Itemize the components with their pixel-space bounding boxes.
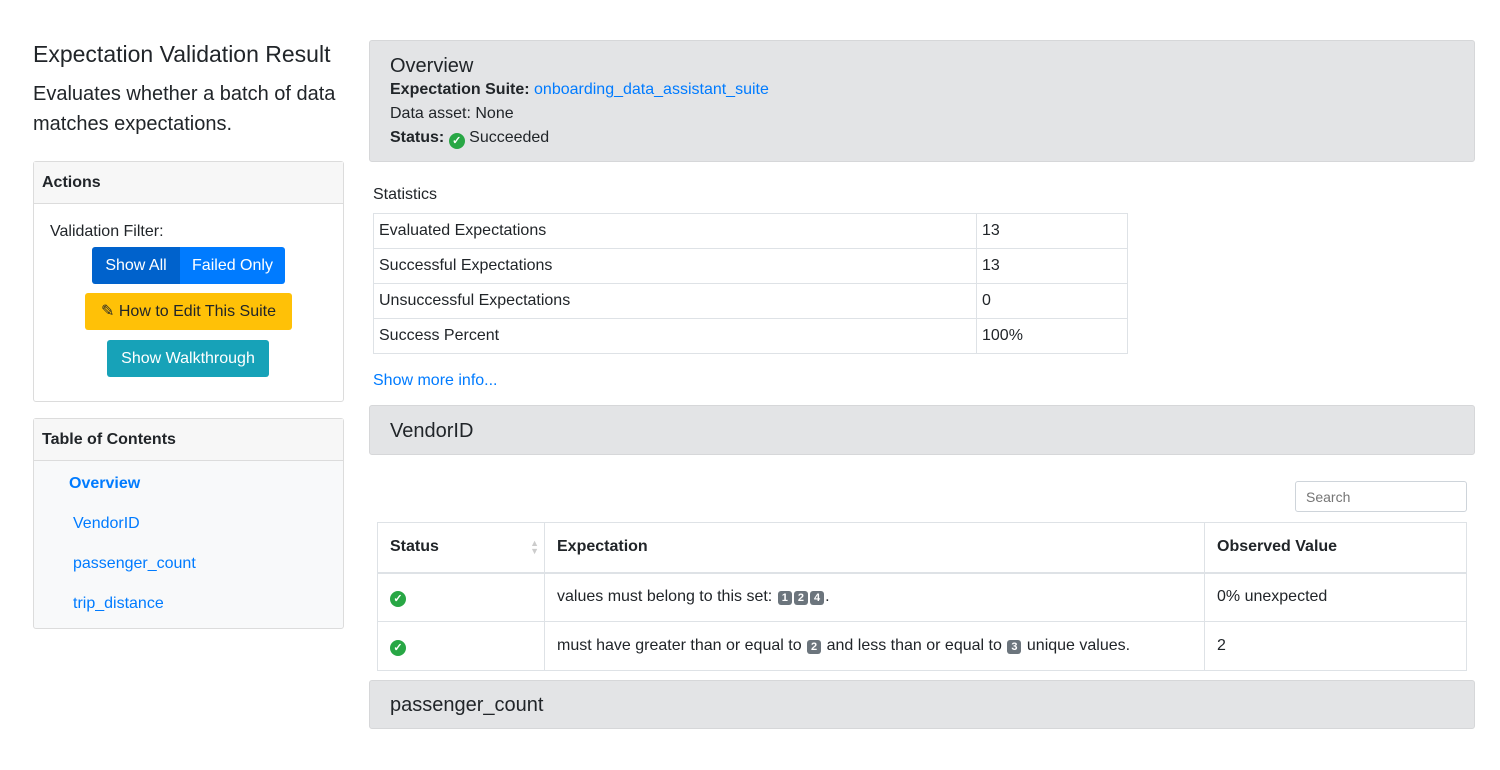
validation-filter-label: Validation Filter: [50,223,164,240]
toc-item-vendorid[interactable]: VendorID [73,515,140,532]
stat-value: 0 [976,283,1128,319]
check-circle-icon: ✓ [448,133,465,149]
stat-value: 13 [976,248,1128,284]
toc-item-trip-distance[interactable]: trip_distance [73,595,164,612]
show-more-info-link[interactable]: Show more info... [373,372,498,389]
section-title: passenger_count [390,694,544,716]
stat-value: 100% [976,318,1128,354]
stat-label: Success Percent [373,318,977,354]
header-label: Status [390,538,439,556]
show-all-button[interactable]: Show All [92,247,180,284]
status-column-header[interactable]: Status ▲ ▼ [377,522,545,574]
value-badge: 2 [807,640,822,654]
expectations-table: Status ▲ ▼ Expectation Observed Value ✓ va… [377,522,1467,671]
edit-icon: ✎ [101,303,119,320]
statistics-title: Statistics [373,186,438,203]
table-row: Evaluated Expectations 13 [373,213,1128,249]
toc-item-passenger-count[interactable]: passenger_count [73,555,196,572]
value-badge: 4 [809,591,825,606]
edit-suite-label: How to Edit This Suite [118,303,276,320]
failed-only-button[interactable]: Failed Only [180,247,285,284]
toc-card: Table of Contents Overview VendorID pass… [33,418,344,629]
suite-link[interactable]: onboarding_data_assistant_suite [534,81,769,98]
observed-value-column-header: Observed Value [1204,522,1467,574]
section-header-passenger-count: passenger_count [369,680,1475,729]
stat-label: Successful Expectations [373,248,977,284]
expectation-column-header: Expectation [544,522,1205,574]
check-circle-icon: ✓ [390,591,406,608]
observed-value: 2 [1204,621,1467,671]
page-title: Expectation Validation Result [33,41,331,67]
how-to-edit-suite-button[interactable]: ✎ How to Edit This Suite [85,293,292,330]
status-label: Status: [390,129,445,146]
stat-value: 13 [976,213,1128,249]
statistics-table: Evaluated Expectations 13 Successful Expe… [373,213,1128,354]
actions-header: Actions [34,162,343,204]
overview-title: Overview [390,55,474,77]
value-badge: 3 [1007,640,1022,654]
table-row: Unsuccessful Expectations 0 [373,283,1128,319]
expectation-text: must have greater than or equal to 2 and… [544,621,1205,671]
toc-item-overview[interactable]: Overview [69,475,141,492]
check-circle-icon: ✓ [390,640,406,656]
page-description: Evaluates whether a batch of data matche… [33,83,336,135]
table-row: Success Percent 100% [373,318,1128,354]
stat-label: Evaluated Expectations [373,213,977,249]
table-row: Successful Expectations 13 [373,248,1128,284]
sort-icon[interactable]: ▲ ▼ [530,538,539,556]
value-badge: 2 [793,591,808,606]
data-asset: Data asset: None [390,105,514,122]
stat-label: Unsuccessful Expectations [373,283,977,319]
overview-panel: Overview Expectation Suite: onboarding_d… [369,40,1475,162]
actions-card: Actions Validation Filter: Show All Fail… [33,161,344,402]
section-title: VendorID [390,420,474,442]
section-header-vendorid: VendorID [369,405,1475,455]
table-row: ✓ must have greater than or equal to 2 a… [377,621,1467,671]
value-badge: 1 [777,591,792,606]
suite-label: Expectation Suite: [390,81,530,98]
show-walkthrough-button[interactable]: Show Walkthrough [107,340,269,377]
search-input[interactable] [1295,481,1467,512]
toc-header: Table of Contents [34,419,343,461]
status-value: Succeeded [469,129,550,146]
observed-value: 0% unexpected [1204,572,1467,622]
